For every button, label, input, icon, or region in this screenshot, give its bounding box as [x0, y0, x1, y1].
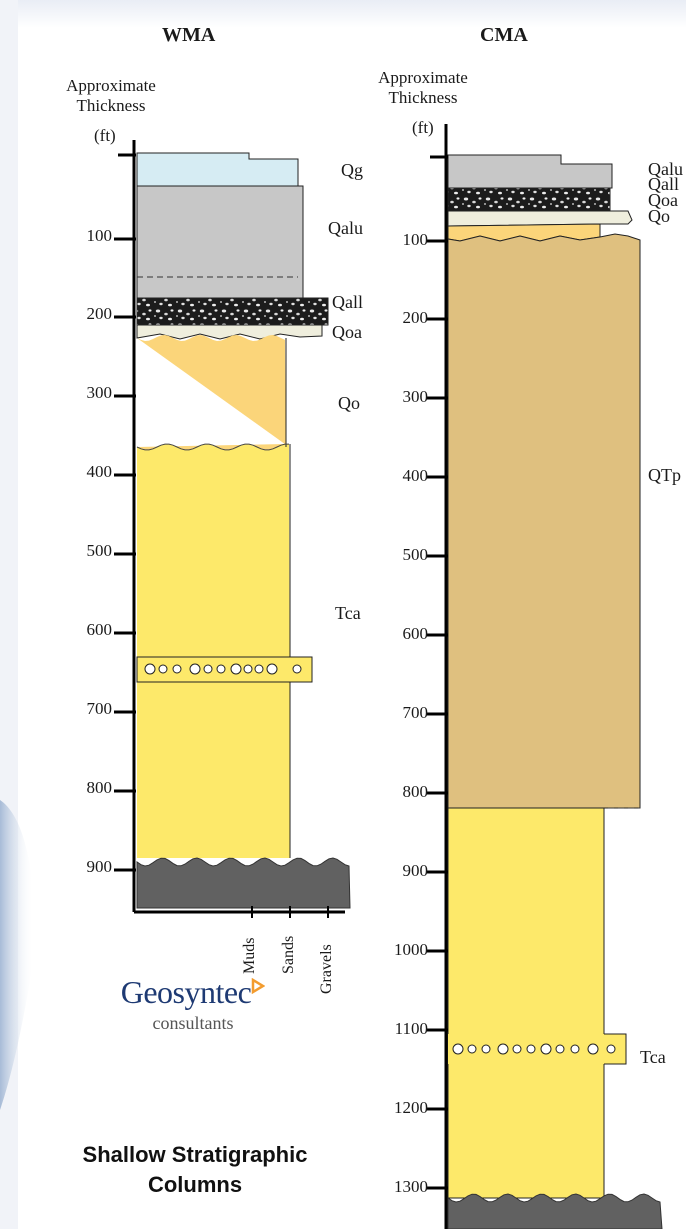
cma-unit-tca: [447, 807, 605, 1199]
grain-label-sands: Sands: [280, 935, 297, 974]
wma-basement: [136, 857, 351, 909]
cma-tick-label: 400: [402, 466, 429, 485]
wma-gravel-clast: [144, 663, 156, 675]
wma-unit-label-tca: Tca: [335, 603, 361, 623]
cma-tick-label: 500: [402, 545, 429, 564]
cma-unit-qalu: [447, 154, 613, 189]
cma-tick-label: 1200: [394, 1098, 428, 1117]
wma-tick-label: 600: [86, 620, 113, 639]
wma-tick-label: 500: [86, 541, 113, 560]
wma-tick-label: 300: [86, 383, 113, 402]
cma-basement: [447, 1193, 663, 1229]
wma-gravel-clast: [203, 664, 213, 674]
wma-tick-label: 100: [86, 226, 113, 245]
wma-unit-label-qg: Qg: [341, 160, 363, 180]
wma-tick-label: 400: [86, 462, 113, 481]
wma-unit-qoa: [136, 324, 323, 340]
wma-gravel-clast: [292, 664, 302, 674]
wma-gravel-clast: [216, 664, 226, 674]
cma-axis-title: Approximate Thickness: [358, 68, 488, 108]
cma-tick-label: 1300: [394, 1177, 428, 1196]
wma-unit-label-qalu: Qalu: [328, 218, 363, 238]
cma-gravel-clast: [570, 1044, 580, 1054]
cma-gravel-clast: [526, 1044, 536, 1054]
cma-unit-label-qalu: Qalu: [648, 159, 683, 179]
cma-gravel-clast: [452, 1043, 464, 1055]
cma-axis-unit: (ft): [412, 118, 434, 137]
cma-tick-label: 1100: [394, 1019, 428, 1038]
wma-unit-label-qo: Qo: [338, 393, 360, 413]
wma-tick-label: 900: [86, 857, 113, 876]
wma-gravel-clast: [172, 664, 182, 674]
cma-gravel-clast: [481, 1044, 491, 1054]
cma-unit-label-tca: Tca: [640, 1047, 666, 1067]
logo-triangle-icon: [252, 977, 266, 995]
wma-gravel-clast: [254, 664, 264, 674]
cma-axis-title-line1: Approximate: [378, 68, 468, 87]
caption-line1: Shallow Stratigraphic: [82, 1142, 308, 1167]
cma-tick-label: 700: [402, 703, 429, 722]
wma-tick-label: 700: [86, 699, 113, 718]
logo-wordmark: Geosyntec: [93, 974, 293, 1011]
logo-name: Geosyntec: [120, 974, 252, 1010]
figure-caption: Shallow Stratigraphic Columns: [45, 1140, 345, 1200]
company-logo: Geosyntec consultants: [93, 974, 293, 1034]
wma-axis-title: Approximate Thickness: [46, 76, 176, 116]
cma-tick-label: 800: [402, 782, 429, 801]
cma-title: CMA: [480, 24, 528, 46]
cma-gravel-clast: [606, 1044, 616, 1054]
cma-gravel-clast: [467, 1044, 477, 1054]
cma-axis-title-line2: Thickness: [388, 88, 458, 107]
cma-gravel-clast: [540, 1043, 552, 1055]
wma-contact-qo-tca: [136, 443, 289, 451]
cma-tick-label: 100: [402, 230, 429, 249]
wma-unit-qalu: [136, 185, 304, 299]
cma-tick-label: 900: [402, 861, 429, 880]
cma-unit-label-qo: Qo: [648, 206, 670, 226]
wma-tick-label: 200: [86, 304, 113, 323]
wma-unit-qall: [136, 297, 329, 326]
cma-tick-label: 300: [402, 387, 429, 406]
cma-tick-label: 1000: [394, 940, 428, 959]
wma-axis-unit: (ft): [94, 126, 116, 145]
cma-unit-label-qoa: Qoa: [648, 190, 678, 210]
wma-axis-title-line2: Thickness: [76, 96, 146, 115]
wma-gravel-clast: [266, 663, 278, 675]
cma-unit-label-qall: Qall: [648, 174, 679, 194]
grain-label-gravels: Gravels: [318, 944, 335, 994]
cma-unit-label-qtp: QTp: [648, 465, 681, 485]
cma-unit-qtp: [447, 233, 641, 809]
grain-label-muds: Muds: [241, 937, 258, 974]
cma-gravel-clast: [512, 1044, 522, 1054]
wma-unit-label-qall: Qall: [332, 292, 363, 312]
wma-unit-qo: [137, 335, 286, 450]
wma-unit-qg: [136, 152, 299, 187]
wma-title: WMA: [162, 24, 216, 46]
wma-unit-label-qoa: Qoa: [332, 322, 362, 342]
cma-tick-label: 600: [402, 624, 429, 643]
cma-tca-gravel-lens: [448, 1034, 626, 1064]
wma-gravel-clast: [158, 664, 168, 674]
wma-unit-tca: [137, 444, 290, 858]
wma-axis-title-line1: Approximate: [66, 76, 156, 95]
wma-gravel-clast: [243, 664, 253, 674]
cma-unit-qall: [447, 187, 611, 212]
wma-gravel-clast: [230, 663, 242, 675]
cma-gravel-clast: [555, 1044, 565, 1054]
wma-tick-label: 800: [86, 778, 113, 797]
cma-tick-label: 200: [402, 308, 429, 327]
cma-gravel-clast: [587, 1043, 599, 1055]
caption-line2: Columns: [147, 1172, 243, 1197]
cma-gravel-clast: [497, 1043, 509, 1055]
cma-unit-qoa: [447, 210, 633, 227]
logo-subtitle: consultants: [152, 1013, 234, 1033]
cma-lens-edge: [604, 1033, 627, 1065]
wma-gravel-clast: [189, 663, 201, 675]
